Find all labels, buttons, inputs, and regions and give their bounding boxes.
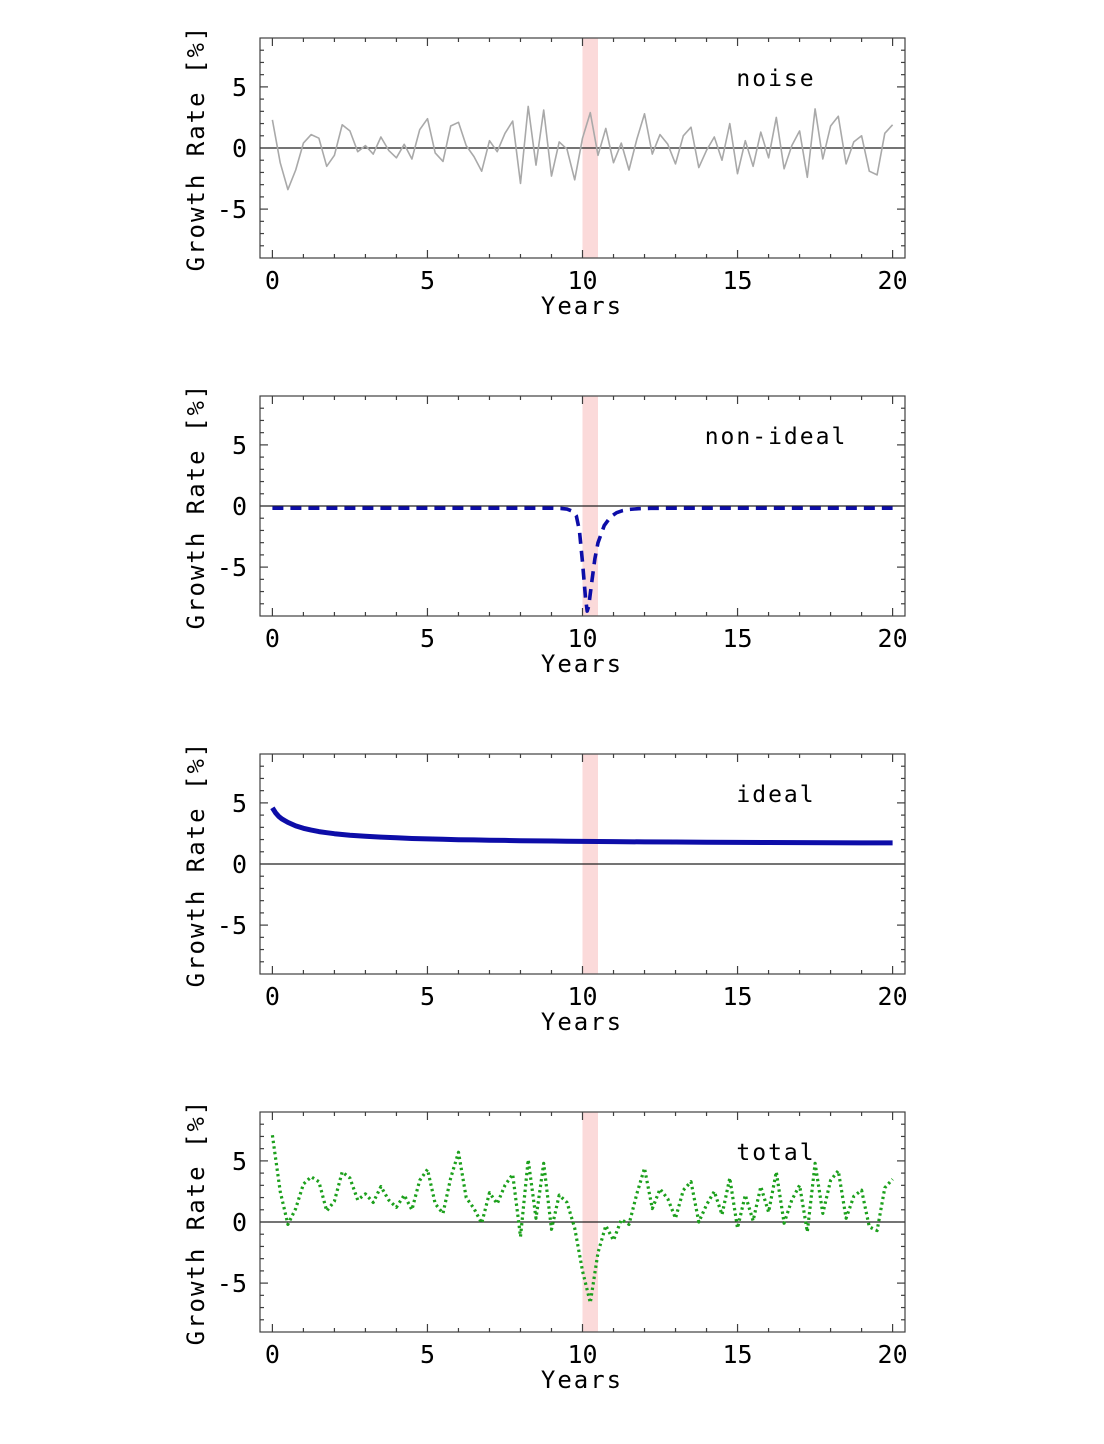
y-axis-label: Growth Rate [%] [182, 382, 210, 630]
panel-ideal: 0 5 10 15 20 -5 0 5 Growth Rate [%] Years ideal [0, 728, 1104, 1080]
series-line-total [270, 1134, 894, 1305]
y-axis-label: Growth Rate [%] [182, 740, 210, 988]
x-tick-label: 20 [878, 266, 908, 295]
panel-noise: 0 5 10 15 20 -5 0 5 Growth Rate [%] Years noise [0, 12, 1104, 364]
y-tick-label: 5 [232, 73, 247, 102]
x-tick-label: 5 [420, 266, 435, 295]
chart-total: 0 5 10 15 20 -5 0 5 [217, 1111, 908, 1369]
y-tick-label: -5 [217, 911, 247, 940]
x-tick-label: 5 [420, 624, 435, 653]
y-tick-label: 5 [232, 431, 247, 460]
y-tick-label: 0 [232, 492, 247, 521]
x-axis-label: Years [540, 292, 624, 320]
y-axis-label: Growth Rate [%] [182, 1098, 210, 1346]
series-line-non-ideal [272, 506, 893, 613]
panel-non-ideal: 0 5 10 15 20 -5 0 5 Growth Rate [%] Years non-i… [0, 370, 1104, 722]
chart-non-ideal: 0 5 10 15 20 -5 0 5 [217, 395, 908, 653]
x-tick-label: 15 [722, 1340, 752, 1369]
x-tick-label: 15 [722, 624, 752, 653]
y-tick-label: 5 [232, 1147, 247, 1176]
series-label-ideal: ideal [736, 782, 816, 808]
x-tick-label: 5 [420, 1340, 435, 1369]
x-tick-label: 20 [878, 624, 908, 653]
x-tick-label: 10 [567, 982, 597, 1011]
chart-ideal: 0 5 10 15 20 -5 0 5 [217, 753, 908, 1011]
x-axis-label: Years [540, 1366, 624, 1394]
chart-noise: 0 5 10 15 20 -5 0 5 [217, 37, 908, 295]
x-tick-label: 0 [265, 982, 280, 1011]
x-tick-label: 10 [567, 1340, 597, 1369]
y-tick-label: 0 [232, 1208, 247, 1237]
x-tick-label: 5 [420, 982, 435, 1011]
x-tick-label: 15 [722, 982, 752, 1011]
x-tick-label: 10 [567, 266, 597, 295]
x-tick-label: 15 [722, 266, 752, 295]
y-axis-label: Growth Rate [%] [182, 24, 210, 272]
series-label-total: total [736, 1140, 816, 1166]
y-tick-label: -5 [217, 1269, 247, 1298]
x-axis-label: Years [540, 650, 624, 678]
x-tick-label: 0 [265, 624, 280, 653]
x-tick-label: 20 [878, 982, 908, 1011]
x-tick-label: 10 [567, 624, 597, 653]
x-axis-label: Years [540, 1008, 624, 1036]
series-label-noise: noise [736, 66, 816, 92]
y-tick-label: -5 [217, 195, 247, 224]
x-tick-label: 0 [265, 266, 280, 295]
x-tick-label: 20 [878, 1340, 908, 1369]
series-line-ideal [270, 806, 893, 846]
panel-total: 0 5 10 15 20 -5 0 5 Growth Rate [%] Years total [0, 1086, 1104, 1438]
y-tick-label: -5 [217, 553, 247, 582]
y-tick-label: 0 [232, 850, 247, 879]
series-line-noise [271, 105, 894, 191]
series-label-non-ideal: non-ideal [704, 424, 848, 450]
y-tick-label: 5 [232, 789, 247, 818]
x-tick-label: 0 [265, 1340, 280, 1369]
y-tick-label: 0 [232, 134, 247, 163]
